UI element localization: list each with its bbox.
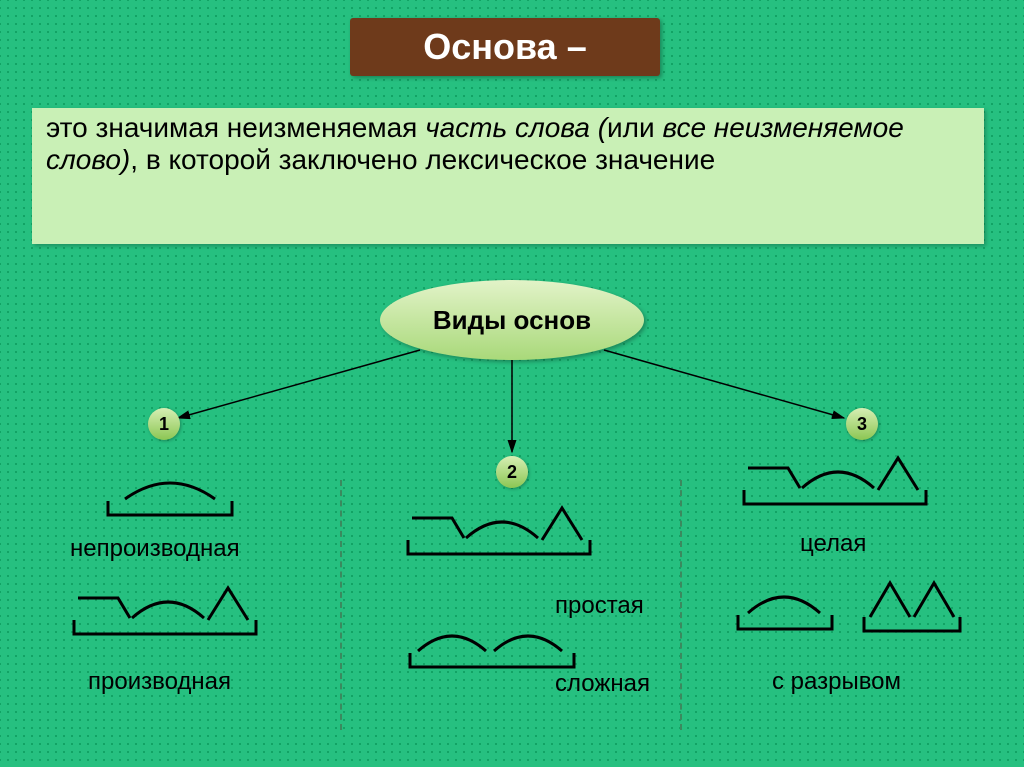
definition-text: это значимая неизменяемая часть слова (и… bbox=[46, 112, 970, 176]
def-p3: или bbox=[607, 112, 662, 143]
center-node-text: Виды основ bbox=[433, 305, 591, 336]
def-p5: , в которой заключено лексическое значен… bbox=[130, 144, 715, 175]
number-circle-3: 3 bbox=[846, 408, 878, 440]
label-tselaya: целая bbox=[800, 530, 866, 558]
number-circle-2: 2 bbox=[496, 456, 528, 488]
label-slozhnaya: сложная bbox=[555, 670, 650, 698]
definition-box: это значимая неизменяемая часть слова (и… bbox=[32, 108, 984, 244]
label-s-razryvom: с разрывом bbox=[772, 668, 901, 696]
number-circle-1: 1 bbox=[148, 408, 180, 440]
morpheme-split bbox=[720, 575, 980, 640]
label-neproizvodnaya: непроизводная bbox=[70, 535, 240, 563]
label-proizvodnaya: производная bbox=[88, 668, 231, 696]
morpheme-prefix-root-suffix bbox=[60, 580, 280, 640]
num-1-text: 1 bbox=[159, 414, 169, 435]
morpheme-root-only bbox=[90, 465, 250, 520]
def-p1: это значимая неизменяемая bbox=[46, 112, 425, 143]
morpheme-compound bbox=[394, 615, 594, 673]
morpheme-whole bbox=[730, 450, 950, 510]
center-node: Виды основ bbox=[380, 280, 644, 360]
title-box: Основа – bbox=[350, 18, 660, 76]
morpheme-simple bbox=[394, 500, 614, 560]
title-text: Основа – bbox=[423, 26, 586, 68]
divider-2 bbox=[680, 480, 682, 730]
def-p2: часть слова ( bbox=[425, 112, 607, 143]
num-3-text: 3 bbox=[857, 414, 867, 435]
divider-1 bbox=[340, 480, 342, 730]
num-2-text: 2 bbox=[507, 462, 517, 483]
